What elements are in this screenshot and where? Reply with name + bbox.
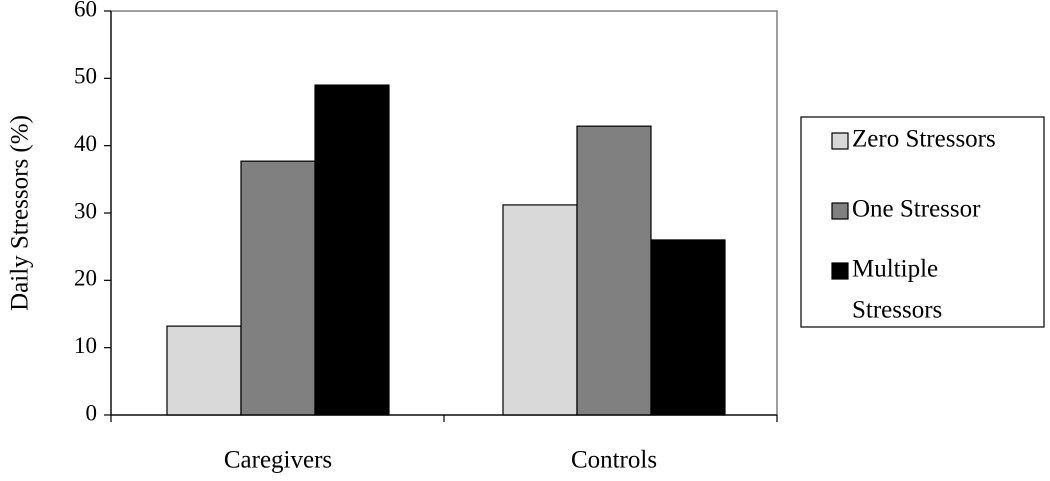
legend-box (800, 116, 1045, 328)
y-axis-title: Daily Stressors (%) (7, 115, 34, 311)
y-tick-label: 40 (74, 131, 97, 156)
x-category-label: Caregivers (224, 447, 332, 474)
legend-swatch (831, 132, 849, 150)
y-tick-label: 50 (74, 64, 97, 89)
bar-controls-zero-stressors (502, 204, 578, 416)
legend-swatch (831, 262, 849, 280)
y-tick-label: 60 (74, 0, 97, 21)
bar-caregivers-one-stressor (240, 160, 316, 416)
y-tick-label: 10 (74, 333, 97, 358)
legend-label: Stressors (852, 297, 942, 324)
x-category-label: Controls (571, 447, 657, 474)
bar-controls-multiple-stressors (650, 239, 726, 416)
legend-label: Zero Stressors (852, 126, 996, 153)
legend-swatch (831, 202, 849, 220)
y-tick-label: 0 (86, 400, 98, 425)
legend-label: Multiple (852, 256, 938, 283)
y-tick-label: 30 (74, 198, 97, 223)
bar-controls-one-stressor (576, 125, 652, 416)
legend-label: One Stressor (852, 196, 981, 223)
bar-caregivers-zero-stressors (166, 325, 242, 416)
y-tick-label: 20 (74, 266, 97, 291)
bar-caregivers-multiple-stressors (314, 84, 390, 416)
